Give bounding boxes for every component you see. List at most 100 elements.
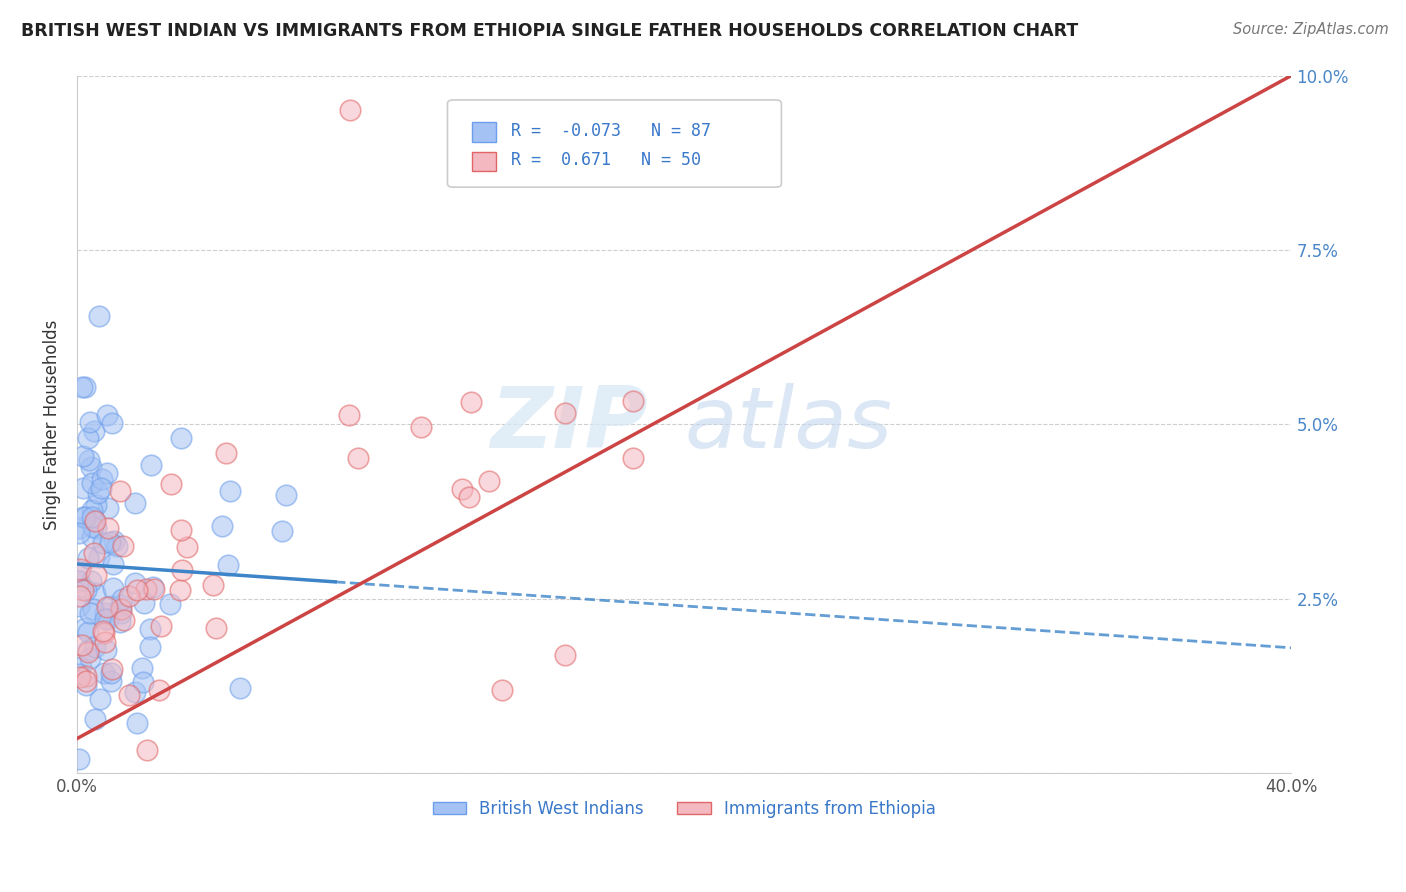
Point bbox=[69, 660, 91, 674]
Point bbox=[75, 673, 97, 688]
Legend: British West Indians, Immigrants from Ethiopia: British West Indians, Immigrants from Et… bbox=[426, 793, 942, 824]
Point bbox=[83, 513, 105, 527]
Text: atlas: atlas bbox=[685, 383, 893, 466]
Point bbox=[101, 417, 124, 431]
Point bbox=[96, 466, 118, 480]
Point bbox=[215, 445, 238, 459]
Point bbox=[139, 458, 162, 473]
Point bbox=[72, 509, 94, 524]
Point bbox=[67, 752, 90, 766]
Point bbox=[103, 533, 125, 548]
Point bbox=[82, 601, 104, 615]
FancyBboxPatch shape bbox=[472, 122, 496, 142]
Point bbox=[67, 574, 90, 588]
Point bbox=[87, 486, 110, 500]
Point bbox=[217, 558, 239, 572]
Point bbox=[135, 743, 157, 757]
Point bbox=[138, 640, 160, 655]
Point bbox=[77, 550, 100, 565]
Point bbox=[80, 503, 103, 517]
Point bbox=[93, 606, 115, 620]
Point bbox=[142, 580, 165, 594]
Point bbox=[77, 624, 100, 639]
Point bbox=[219, 484, 242, 499]
Point bbox=[117, 589, 139, 603]
Point bbox=[77, 644, 100, 658]
Point bbox=[169, 431, 191, 445]
Point bbox=[80, 510, 103, 524]
Y-axis label: Single Father Households: Single Father Households bbox=[44, 319, 60, 530]
Point bbox=[204, 621, 226, 635]
Point bbox=[339, 103, 361, 118]
Point bbox=[274, 488, 297, 502]
Point bbox=[79, 606, 101, 620]
Point bbox=[160, 476, 183, 491]
Point bbox=[69, 670, 91, 684]
Point bbox=[110, 602, 132, 616]
Point bbox=[72, 583, 94, 598]
Point bbox=[79, 416, 101, 430]
Point bbox=[143, 582, 166, 597]
Point bbox=[100, 674, 122, 689]
Point bbox=[69, 589, 91, 603]
FancyBboxPatch shape bbox=[472, 152, 496, 171]
Point bbox=[97, 521, 120, 535]
Point bbox=[112, 613, 135, 627]
Point bbox=[72, 481, 94, 495]
Text: R =  0.671   N = 50: R = 0.671 N = 50 bbox=[510, 151, 700, 169]
Point bbox=[84, 514, 107, 528]
Point bbox=[148, 683, 170, 698]
Point bbox=[82, 520, 104, 534]
Point bbox=[84, 567, 107, 582]
Point bbox=[75, 582, 97, 597]
Point bbox=[84, 712, 107, 726]
Point bbox=[67, 599, 90, 613]
Point bbox=[72, 449, 94, 463]
Point bbox=[169, 583, 191, 598]
Point bbox=[76, 643, 98, 657]
Point bbox=[170, 523, 193, 537]
Point bbox=[491, 682, 513, 697]
Point bbox=[139, 622, 162, 636]
Point bbox=[94, 611, 117, 625]
Point bbox=[135, 582, 157, 597]
Point bbox=[124, 496, 146, 510]
Point bbox=[82, 529, 104, 543]
Point bbox=[131, 660, 153, 674]
Point bbox=[67, 521, 90, 535]
Point bbox=[80, 459, 103, 474]
Point bbox=[84, 640, 107, 654]
Point bbox=[110, 606, 132, 620]
Point bbox=[69, 526, 91, 541]
Point bbox=[132, 596, 155, 610]
Point bbox=[460, 395, 482, 409]
Point bbox=[67, 666, 90, 681]
Point bbox=[478, 475, 501, 489]
Point bbox=[101, 662, 124, 676]
Point bbox=[124, 685, 146, 699]
Point bbox=[80, 476, 103, 491]
Point bbox=[118, 688, 141, 702]
Point bbox=[623, 451, 645, 466]
Text: ZIP: ZIP bbox=[491, 383, 648, 466]
Point bbox=[87, 309, 110, 323]
Point bbox=[111, 592, 134, 607]
Point bbox=[451, 482, 474, 496]
Point bbox=[346, 450, 368, 465]
Point bbox=[94, 643, 117, 657]
Point bbox=[93, 625, 115, 640]
Point bbox=[271, 524, 294, 538]
Point bbox=[127, 716, 149, 731]
Text: Source: ZipAtlas.com: Source: ZipAtlas.com bbox=[1233, 22, 1389, 37]
FancyBboxPatch shape bbox=[447, 100, 782, 187]
Point bbox=[409, 420, 432, 434]
Point bbox=[101, 581, 124, 595]
Point bbox=[96, 600, 118, 615]
Point bbox=[337, 408, 360, 422]
Point bbox=[84, 498, 107, 512]
Point bbox=[77, 453, 100, 467]
Point bbox=[108, 483, 131, 498]
Point bbox=[73, 510, 96, 524]
Point bbox=[83, 425, 105, 439]
Point bbox=[93, 666, 115, 681]
